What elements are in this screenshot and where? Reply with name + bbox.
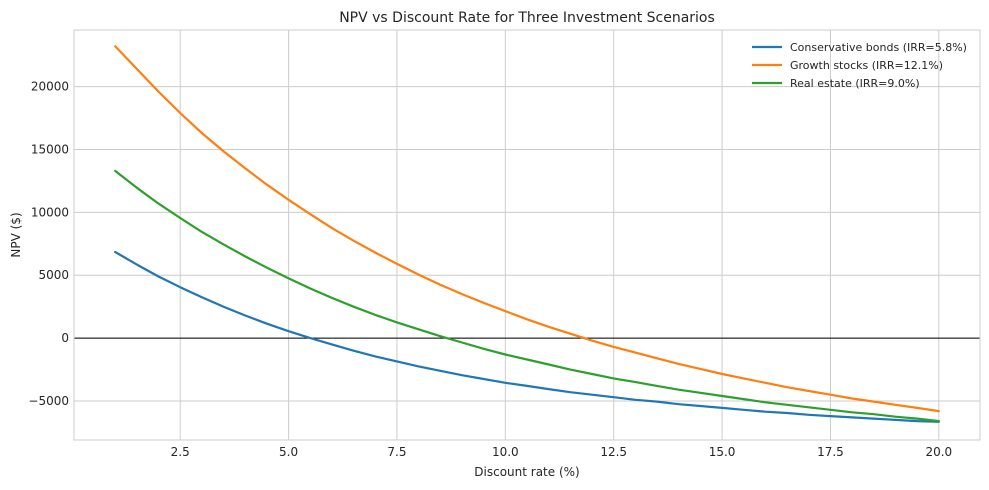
x-tick-label: 12.5 [600,445,627,459]
x-tick-label: 15.0 [709,445,736,459]
plot-frame [73,29,981,441]
y-tick-label: 5000 [38,268,69,282]
legend-label: Growth stocks (IRR=12.1%) [790,59,943,72]
legend: Conservative bonds (IRR=5.8%) Growth stoc… [752,41,967,90]
x-tick-label: 5.0 [279,445,298,459]
y-tick-label: 10000 [31,205,69,219]
y-tick-label: 20000 [31,80,69,94]
x-axis-label: Discount rate (%) [474,465,579,479]
y-tick-label: −5000 [28,394,69,408]
x-tick-label: 20.0 [925,445,952,459]
x-tick-label: 2.5 [171,445,190,459]
x-tick-label: 10.0 [492,445,519,459]
y-tick-label: 15000 [31,142,69,156]
y-tick-labels: −5000 0 5000 10000 15000 20000 [28,80,69,408]
legend-label: Real estate (IRR=9.0%) [790,77,920,90]
series-line-2 [114,45,940,413]
y-tick-label: 0 [61,331,69,345]
x-tick-label: 7.5 [387,445,406,459]
series-line-1 [114,250,940,423]
x-tick-label: 17.5 [817,445,844,459]
series-line-3 [114,169,940,423]
legend-label: Conservative bonds (IRR=5.8%) [790,41,967,54]
x-tick-labels: 2.5 5.0 7.5 10.0 12.5 15.0 17.5 20.0 [171,445,953,459]
chart-title: NPV vs Discount Rate for Three Investmen… [339,10,715,26]
series-layer [114,45,940,423]
y-axis-label: NPV ($) [9,212,23,257]
